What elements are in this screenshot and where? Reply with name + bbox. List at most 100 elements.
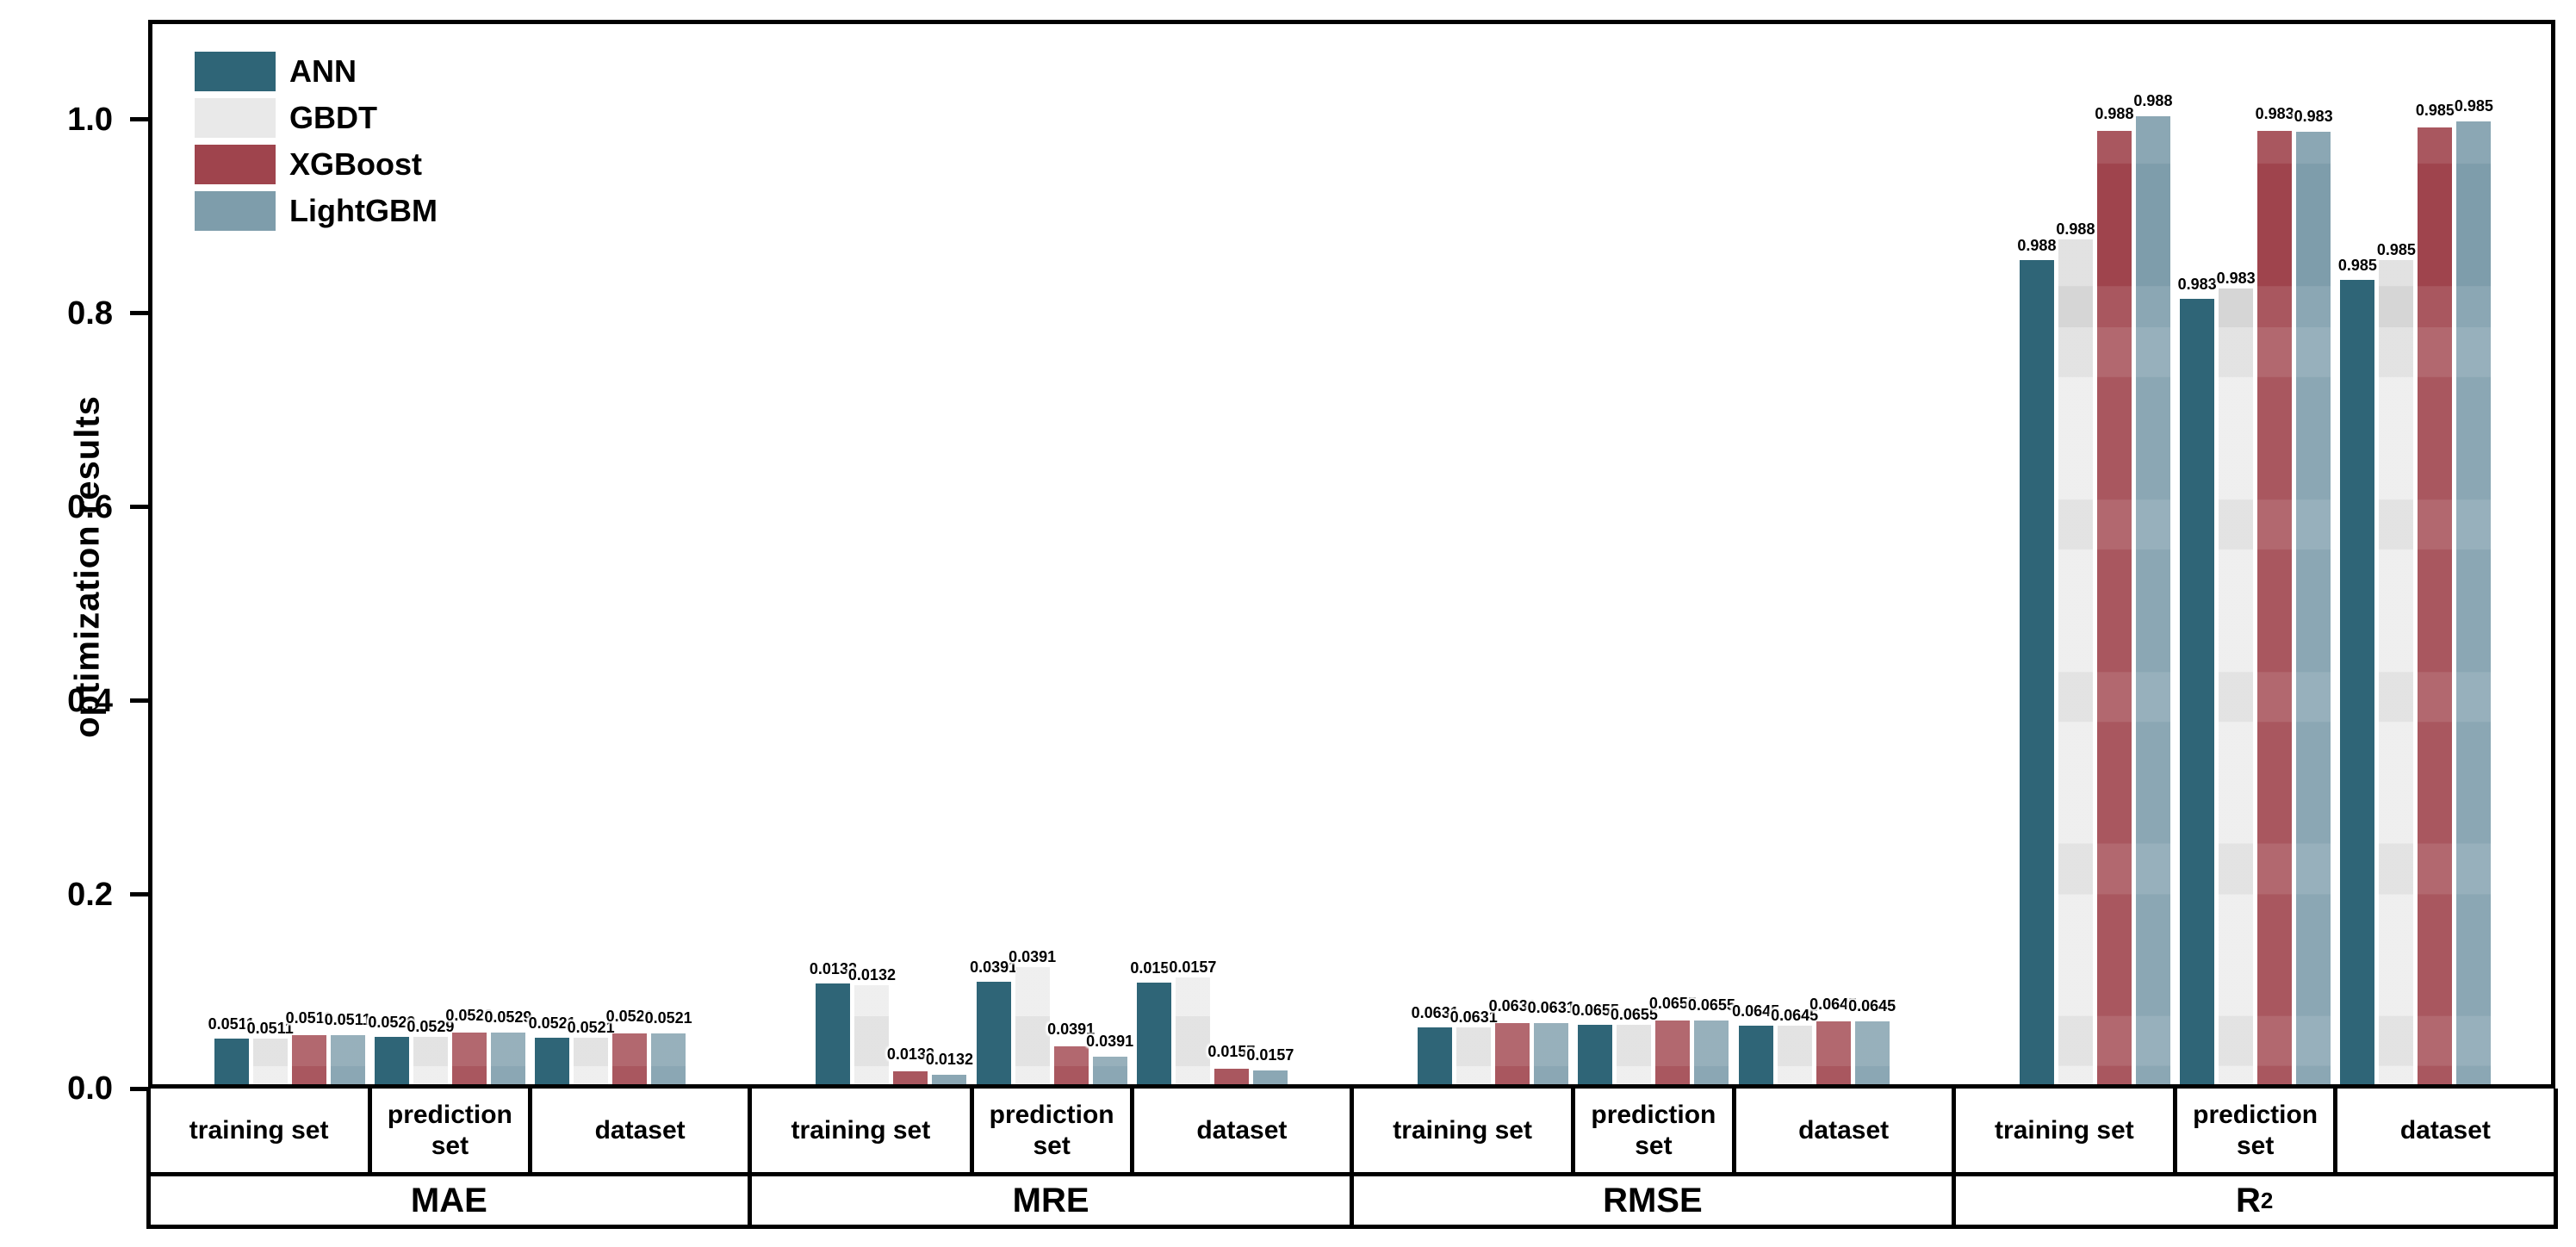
bar-xgboost <box>291 1035 326 1084</box>
category-cell: training set <box>791 1115 931 1145</box>
bar-ann <box>214 1039 249 1084</box>
bar-lightgbm <box>330 1035 365 1084</box>
bar-gbdt <box>1777 1026 1812 1084</box>
bar-value-label: 0.0521 <box>605 1008 654 1025</box>
bar-value-label: 0.0391 <box>970 959 1018 976</box>
category-cell: prediction set <box>989 1100 1114 1160</box>
bar-gbdt <box>854 985 890 1084</box>
category-cell: training set <box>189 1115 329 1145</box>
bar-value-label: 0.0645 <box>1848 997 1896 1014</box>
bar-value-label: 0.983 <box>2255 105 2294 122</box>
metric-cell-mae: MAE <box>410 1182 487 1219</box>
category-cell: training set <box>1393 1115 1532 1145</box>
bar-value-label: 0.0655 <box>1610 1006 1658 1023</box>
bar-value-label: 0.0511 <box>285 1009 332 1027</box>
y-tick-label: 0.4 <box>67 682 113 719</box>
bar-lightgbm <box>932 1075 967 1084</box>
bar-value-label: 0.0157 <box>1130 959 1178 977</box>
bar-gbdt <box>574 1038 609 1084</box>
bar-value-label: 0.0511 <box>246 1020 294 1037</box>
bar-xgboost <box>2418 127 2453 1084</box>
bar-value-label: 0.0529 <box>368 1014 416 1031</box>
bar-gbdt <box>2058 239 2093 1084</box>
bar-value-label: 0.0391 <box>1086 1033 1134 1050</box>
bar-lightgbm <box>2456 121 2492 1084</box>
bar-xgboost <box>1053 1046 1089 1084</box>
bar-lightgbm <box>1854 1021 1890 1084</box>
bar-value-label: 0.988 <box>2095 105 2134 122</box>
bar-xgboost <box>2096 131 2132 1084</box>
legend-entry: LightGBM <box>195 191 438 231</box>
legend-entry: GBDT <box>195 98 438 138</box>
bar-value-label: 0.0529 <box>407 1018 455 1035</box>
category-cell: dataset <box>1196 1115 1288 1145</box>
y-axis-tick <box>130 311 148 316</box>
bar-lightgbm <box>2296 132 2331 1084</box>
bar-value-label: 0.983 <box>2216 270 2256 287</box>
legend-swatch-gbdt <box>195 98 276 138</box>
table-cell-border <box>2173 1089 2178 1176</box>
bar-value-label: 0.0521 <box>644 1009 692 1027</box>
y-axis-tick <box>130 505 148 510</box>
bar-value-label: 0.985 <box>2454 97 2493 115</box>
bar-lightgbm <box>490 1033 525 1084</box>
bar-xgboost <box>451 1033 487 1084</box>
bar-xgboost <box>1816 1021 1851 1084</box>
legend: ANN GBDT XGBoost LightGBM <box>195 52 438 231</box>
bar-ann <box>816 983 851 1084</box>
y-axis-tick <box>130 698 148 704</box>
bar-lightgbm <box>2135 116 2170 1084</box>
y-axis-tick <box>130 1086 148 1091</box>
table-cell-border <box>367 1089 372 1176</box>
category-cell: dataset <box>594 1115 686 1145</box>
bar-value-label: 0.983 <box>2177 276 2217 293</box>
bar-value-label: 0.0521 <box>567 1019 615 1036</box>
table-cell-border <box>1731 1089 1736 1176</box>
table-bottom-border <box>148 1225 2555 1229</box>
table-cell-border <box>2333 1089 2338 1176</box>
bar-lightgbm <box>1534 1023 1569 1084</box>
bar-value-label: 0.985 <box>2376 241 2416 258</box>
bar-gbdt <box>1617 1025 1652 1084</box>
bar-value-label: 0.0645 <box>1732 1002 1780 1020</box>
table-section-border <box>2553 1089 2558 1229</box>
category-cell: prediction set <box>387 1100 512 1160</box>
table-cell-border <box>1129 1089 1134 1176</box>
bar-value-label: 0.0521 <box>528 1014 576 1032</box>
y-tick-label: 0.6 <box>67 488 113 525</box>
bar-value-label: 0.0529 <box>445 1007 493 1024</box>
bar-value-label: 0.988 <box>2017 237 2057 254</box>
bar-lightgbm <box>651 1033 686 1084</box>
table-section-border <box>146 1089 151 1229</box>
bar-lightgbm <box>1092 1057 1127 1084</box>
bar-xgboost <box>2257 131 2293 1084</box>
bar-ann <box>535 1038 570 1084</box>
bar-ann <box>2019 260 2054 1084</box>
category-cell: prediction set <box>2193 1100 2318 1160</box>
bar-lightgbm <box>1694 1021 1729 1084</box>
bar-value-label: 0.0132 <box>809 960 857 977</box>
bar-xgboost <box>1495 1023 1530 1084</box>
bar-gbdt <box>1456 1027 1492 1084</box>
bar-value-label: 0.0157 <box>1246 1046 1294 1064</box>
category-cell: dataset <box>1798 1115 1890 1145</box>
bar-value-label: 0.0631 <box>1488 997 1536 1014</box>
bar-xgboost <box>612 1033 648 1084</box>
bar-value-label: 0.988 <box>2056 220 2095 238</box>
bar-value-label: 0.0391 <box>1009 948 1057 965</box>
y-tick-label: 0.0 <box>67 1070 113 1107</box>
table-row-divider <box>148 1172 2555 1176</box>
bar-ann <box>1136 983 1171 1084</box>
bar-value-label: 0.985 <box>2337 257 2377 274</box>
bar-xgboost <box>1655 1021 1691 1084</box>
table-cell-border <box>1571 1089 1576 1176</box>
bar-ann <box>1738 1026 1773 1084</box>
table-cell-border <box>969 1089 974 1176</box>
bar-value-label: 0.0132 <box>847 966 896 983</box>
bar-gbdt <box>2379 260 2414 1084</box>
metric-cell-mre: MRE <box>1012 1182 1089 1219</box>
legend-swatch-xgboost <box>195 145 276 184</box>
bar-value-label: 0.0655 <box>1648 995 1697 1012</box>
bar-lightgbm <box>1252 1070 1288 1084</box>
